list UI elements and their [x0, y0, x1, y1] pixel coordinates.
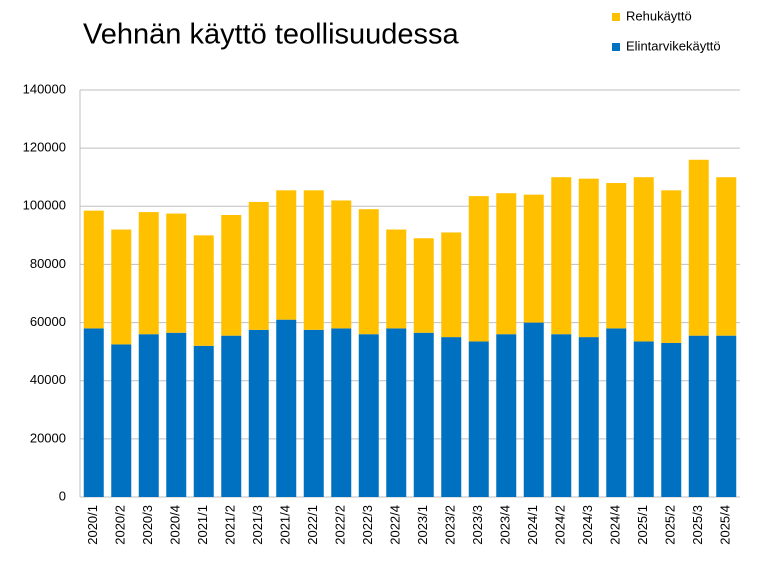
x-tick-label: 2022/4 — [388, 505, 403, 545]
bar-segment — [413, 332, 434, 497]
x-tick-label: 2023/2 — [443, 505, 458, 545]
x-tick-label: 2025/4 — [718, 505, 733, 545]
bar-segment — [633, 341, 654, 497]
y-tick-label: 0 — [59, 488, 66, 503]
bar-segment — [468, 341, 489, 497]
x-tick-label: 2025/3 — [690, 505, 705, 545]
x-tick-label: 2020/2 — [113, 505, 128, 545]
bar-segment — [468, 196, 489, 342]
x-tick-label: 2023/3 — [470, 505, 485, 545]
bar-segment — [441, 337, 462, 497]
bar-segment — [578, 178, 599, 338]
x-tick-label: 2020/1 — [85, 505, 100, 545]
bar-segment — [193, 235, 214, 346]
x-tick-label: 2022/1 — [305, 505, 320, 545]
bar-segment — [331, 328, 352, 497]
y-tick-label: 80000 — [30, 256, 66, 271]
bar-segment — [138, 334, 159, 497]
x-tick-label: 2021/3 — [250, 505, 265, 545]
bar-segment — [551, 334, 572, 497]
bar-segment — [578, 337, 599, 497]
y-tick-label: 60000 — [30, 314, 66, 329]
y-tick-label: 20000 — [30, 430, 66, 445]
chart-title: Vehnän käyttö teollisuudessa — [83, 19, 460, 51]
bar-segment — [221, 215, 242, 336]
x-tick-label: 2025/2 — [663, 505, 678, 545]
x-tick-label: 2021/1 — [195, 505, 210, 545]
bar-segment — [386, 229, 407, 329]
bar-segment — [276, 190, 297, 320]
bar-segment — [688, 159, 709, 336]
bar-segment — [606, 328, 627, 497]
y-tick-label: 100000 — [23, 198, 66, 213]
x-tick-label: 2020/4 — [168, 505, 183, 545]
bar-segment — [716, 335, 737, 497]
x-tick-label: 2024/1 — [525, 505, 540, 545]
bar-segment — [303, 190, 324, 330]
bar-segment — [523, 322, 544, 497]
x-tick-label: 2025/1 — [635, 505, 650, 545]
bar-segment — [166, 213, 187, 333]
bar-segment — [523, 194, 544, 323]
legend-label: Elintarvikekäyttö — [626, 38, 721, 53]
x-tick-label: 2023/4 — [498, 505, 513, 545]
bar-segment — [688, 335, 709, 497]
bar-segment — [413, 238, 434, 333]
x-tick-label: 2021/2 — [223, 505, 238, 545]
bar-segment — [441, 232, 462, 338]
bar-segment — [633, 177, 654, 342]
legend-label: Rehukäyttö — [626, 8, 692, 23]
bar-segment — [496, 334, 517, 497]
bar-segment — [358, 209, 379, 335]
bar-segment — [166, 332, 187, 497]
bar-segment — [386, 328, 407, 497]
x-tick-label: 2020/3 — [140, 505, 155, 545]
y-tick-label: 40000 — [30, 372, 66, 387]
x-tick-label: 2022/2 — [333, 505, 348, 545]
bar-segment — [276, 319, 297, 497]
y-tick-label: 120000 — [23, 140, 66, 155]
bar-segment — [83, 210, 104, 329]
bar-segment — [358, 334, 379, 497]
legend-swatch — [612, 13, 620, 21]
bar-segment — [303, 329, 324, 497]
x-tick-label: 2024/2 — [553, 505, 568, 545]
bar-segment — [606, 183, 627, 329]
legend-swatch — [612, 43, 620, 51]
bar-segment — [111, 344, 132, 497]
bar-segment — [496, 193, 517, 335]
bar-segment — [551, 177, 572, 335]
bar-segment — [661, 342, 682, 497]
x-tick-label: 2024/4 — [608, 505, 623, 545]
bar-segment — [248, 201, 269, 330]
bar-segment — [83, 328, 104, 497]
bar-segment — [331, 200, 352, 329]
bar-segment — [661, 190, 682, 343]
bar-segment — [193, 345, 214, 497]
x-tick-label: 2022/3 — [360, 505, 375, 545]
x-tick-label: 2024/3 — [580, 505, 595, 545]
x-tick-label: 2021/4 — [278, 505, 293, 545]
bar-segment — [248, 329, 269, 497]
bar-segment — [111, 229, 132, 345]
bar-segment — [221, 335, 242, 497]
x-tick-label: 2023/1 — [415, 505, 430, 545]
y-tick-label: 140000 — [23, 81, 66, 96]
bar-segment — [138, 212, 159, 335]
bar-segment — [716, 177, 737, 336]
